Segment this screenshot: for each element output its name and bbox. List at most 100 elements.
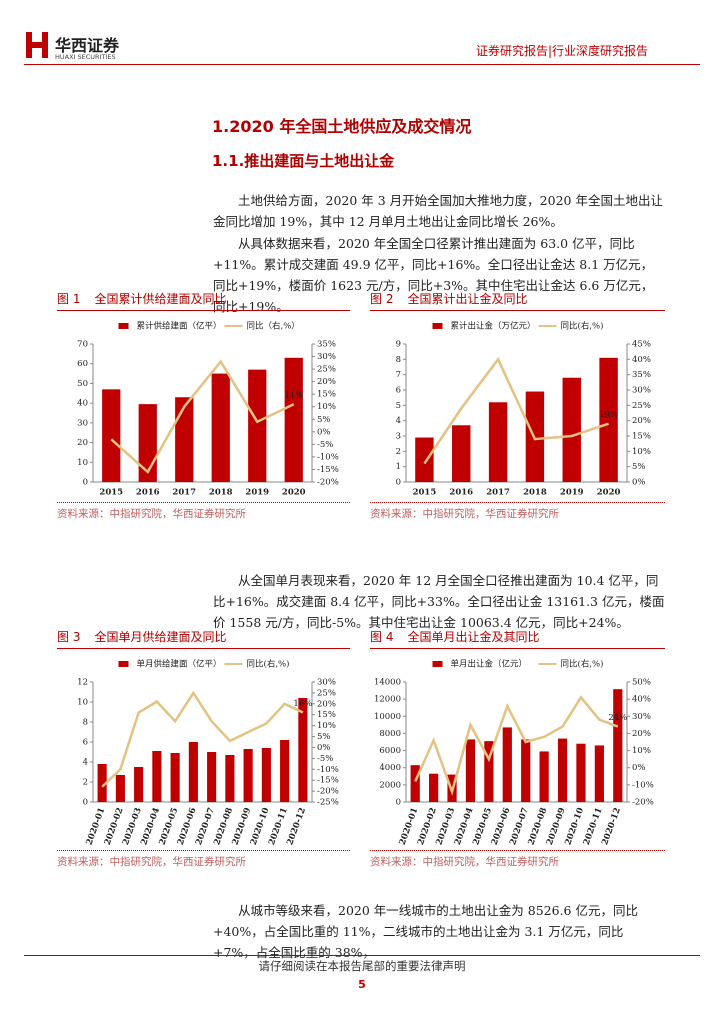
y2-tick-label: 0% (632, 478, 646, 488)
paragraph: 从城市等级来看，2020 年一线城市的土地出让金为 8526.6 亿元，同比+4… (213, 903, 638, 960)
figure-label: 图 2 (370, 292, 394, 306)
y2-tick-label: -5% (317, 440, 333, 450)
heading: 1.2020 年全国土地供应及成交情况 (212, 117, 472, 136)
figure-title-bar: 图 2 全国累计出让金及同比 (370, 290, 665, 311)
y-tick-label: 30 (77, 418, 88, 428)
x-tick-label: 2020-12 (600, 806, 623, 846)
data-label: 11% (284, 391, 303, 401)
y2-tick-label: -15% (317, 776, 339, 786)
y2-tick-label: 30% (632, 712, 651, 722)
bar (188, 742, 198, 802)
legend-label: 单月出让金（亿元） (451, 659, 528, 670)
y2-tick-label: -10% (317, 452, 339, 462)
figure-title: 全国单月供给建面及同比 (94, 630, 227, 644)
bar (521, 739, 531, 802)
logo-icon (26, 32, 48, 58)
subheading: 1.1.推出建面与土地出让金 (212, 152, 395, 170)
y-tick-label: 9 (396, 340, 401, 350)
y-tick-label: 20 (77, 438, 88, 448)
y-tick-label: 4 (83, 758, 88, 768)
bar (102, 389, 121, 482)
y2-tick-label: 10% (632, 447, 651, 457)
y-tick-label: 3 (396, 432, 401, 442)
figure-source: 资料来源：中指研究院，华西证券研究所 (57, 850, 350, 869)
data-label: 16% (293, 699, 312, 709)
legend-label: 同比(右,%) (247, 659, 290, 670)
figure-source: 资料来源：中指研究院，华西证券研究所 (370, 502, 665, 521)
y2-tick-label: -20% (317, 478, 339, 488)
paragraph: 从具体数据来看，2020 年全国全口径累计推出建面为 63.0 亿平，同比+11… (213, 236, 654, 314)
bar (576, 743, 586, 802)
y-tick-label: 70 (77, 340, 88, 350)
bar (557, 738, 568, 802)
bar (97, 764, 107, 802)
bar (488, 402, 508, 482)
bar (152, 751, 162, 802)
footer-rule (24, 955, 700, 956)
y-tick-label: 10000 (374, 712, 401, 722)
bar (261, 748, 271, 802)
y-tick-label: 8000 (379, 729, 401, 739)
y-tick-label: 40 (77, 399, 88, 409)
line (101, 690, 304, 788)
y-tick-label: 0 (83, 478, 88, 488)
y2-tick-label: 15% (632, 432, 651, 442)
y2-tick-label: -10% (317, 765, 339, 775)
bar (429, 773, 439, 802)
y-tick-label: 10 (77, 458, 88, 468)
legend-label: 累计出让金（万亿元） (451, 321, 536, 332)
y-tick-label: 60 (77, 359, 88, 369)
y-tick-label: 4000 (379, 763, 401, 773)
bar (452, 425, 471, 482)
legend-label: 单月供给建面（亿平） (137, 659, 222, 670)
bar (284, 357, 303, 482)
y2-tick-label: 25% (317, 365, 336, 375)
x-tick-label: 2018 (523, 488, 547, 498)
y-tick-label: 0 (396, 478, 401, 488)
x-tick-label: 2020 (597, 488, 621, 498)
y2-tick-label: -10% (632, 780, 654, 790)
bar (170, 753, 180, 802)
y-tick-label: 6000 (379, 746, 401, 756)
y2-tick-label: -20% (632, 798, 654, 808)
legend-label: 同比(右,%) (561, 321, 604, 332)
chart: 0 2000 4000 6000 8000 10000 12000 14000 -20% -10%… (374, 659, 654, 847)
paragraph: 土地供给方面，2020 年 3 月开始全国加大推地力度，2020 年全国土地出让… (213, 193, 663, 229)
y2-tick-label: 50% (632, 678, 651, 688)
line (423, 356, 609, 465)
x-tick-label: 2017 (172, 488, 196, 498)
y2-tick-label: 10% (632, 746, 651, 756)
y2-tick-label: -15% (317, 465, 339, 475)
y2-tick-label: 20% (317, 699, 336, 709)
legend-swatch (432, 323, 443, 329)
bar (484, 741, 494, 802)
report-type: 证券研究报告|行业深度研究报告 (476, 44, 649, 58)
figure-label: 图 1 (57, 292, 81, 306)
footer-notice: 请仔细阅读在本报告尾部的重要法律声明 (258, 959, 466, 973)
bar (502, 727, 512, 802)
x-tick-label: 2016 (449, 488, 473, 498)
y-tick-label: 7 (396, 370, 401, 380)
y2-tick-label: 15% (317, 390, 336, 400)
legend-swatch (432, 661, 443, 667)
bar (115, 775, 125, 802)
figure-title-bar: 图 3 全国单月供给建面及同比 (57, 628, 350, 649)
bar (248, 369, 267, 482)
chart: 0 2 4 6 8 10 12 -25%-20%-15%-10%-5%0%5%10%15%20… (77, 659, 339, 847)
bar (280, 740, 290, 802)
header-rule (24, 64, 700, 65)
logo-en: HUAXI SECURITIES (55, 53, 116, 61)
figure-title-bar: 图 4 全国单月出让金及其同比 (370, 628, 665, 649)
y2-tick-label: 25% (632, 401, 651, 411)
figure-source: 资料来源：中指研究院，华西证券研究所 (370, 850, 665, 869)
x-tick-label: 2019 (560, 488, 584, 498)
logo-cn: 华西证券 (55, 36, 120, 55)
y2-tick-label: -25% (317, 798, 339, 808)
x-tick-label: 2015 (413, 488, 437, 498)
y-tick-label: 14000 (374, 678, 401, 688)
legend-label: 同比(右,%) (561, 659, 604, 670)
y-tick-label: 6 (396, 386, 401, 396)
y-tick-label: 4 (396, 416, 401, 426)
y-tick-label: 1 (396, 462, 401, 472)
